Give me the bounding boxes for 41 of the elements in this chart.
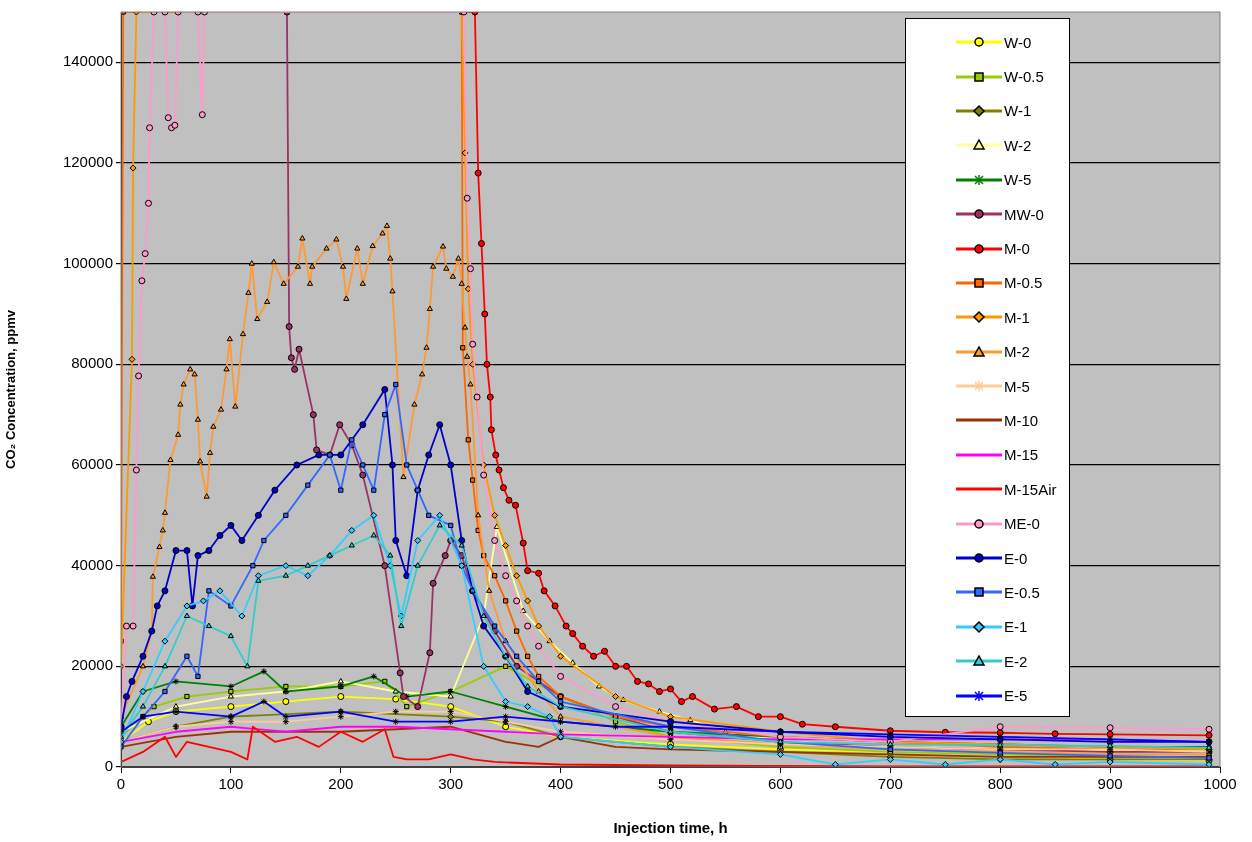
x-tick-label: 0 xyxy=(116,775,126,793)
legend-label: W-2 xyxy=(1004,136,1032,154)
x-tick-label: 1000 xyxy=(1203,775,1237,793)
legend-label: M-1 xyxy=(1004,308,1030,326)
y-tick-label: 140000 xyxy=(62,52,113,70)
legend-label: M-0.5 xyxy=(1004,274,1043,292)
y-axis-title: CO₂ Concentration, ppmv xyxy=(3,309,19,469)
legend-label: M-5 xyxy=(1004,377,1030,395)
x-tick-label: 700 xyxy=(877,775,903,793)
legend-label: E-2 xyxy=(1004,652,1028,670)
x-tick-label: 200 xyxy=(328,775,354,793)
legend-label: MW-0 xyxy=(1004,205,1044,223)
legend-label: M-15Air xyxy=(1004,480,1057,498)
x-tick-label: 400 xyxy=(548,775,574,793)
legend-label: M-10 xyxy=(1004,411,1039,429)
legend-label: W-0.5 xyxy=(1004,68,1044,86)
y-tick-label: 80000 xyxy=(71,354,113,372)
y-tick-label: 60000 xyxy=(71,455,113,473)
x-tick-label: 900 xyxy=(1097,775,1123,793)
legend-label: ME-0 xyxy=(1004,515,1040,533)
legend-label: E-0 xyxy=(1004,549,1028,567)
x-axis-title: Injection time, h xyxy=(613,819,728,837)
x-tick-label: 300 xyxy=(438,775,464,793)
legend-label: E-0.5 xyxy=(1004,583,1040,601)
y-tick-label: 120000 xyxy=(62,153,113,171)
y-tick-label: 20000 xyxy=(71,656,113,674)
y-tick-label: 0 xyxy=(104,757,113,775)
legend-label: W-5 xyxy=(1004,171,1032,189)
legend-label: M-15 xyxy=(1004,446,1039,464)
legend-label: E-5 xyxy=(1004,687,1028,705)
x-tick-label: 800 xyxy=(987,775,1013,793)
legend-label: M-2 xyxy=(1004,343,1030,361)
legend-label: E-1 xyxy=(1004,618,1028,636)
y-tick-label: 40000 xyxy=(71,555,113,573)
y-tick-label: 100000 xyxy=(62,253,113,271)
x-tick-label: 500 xyxy=(657,775,684,793)
legend-label: W-0 xyxy=(1004,33,1032,51)
legend-label: M-0 xyxy=(1004,240,1030,258)
x-tick-label: 600 xyxy=(767,775,793,793)
x-tick-label: 100 xyxy=(218,775,244,793)
legend-label: W-1 xyxy=(1004,102,1032,120)
